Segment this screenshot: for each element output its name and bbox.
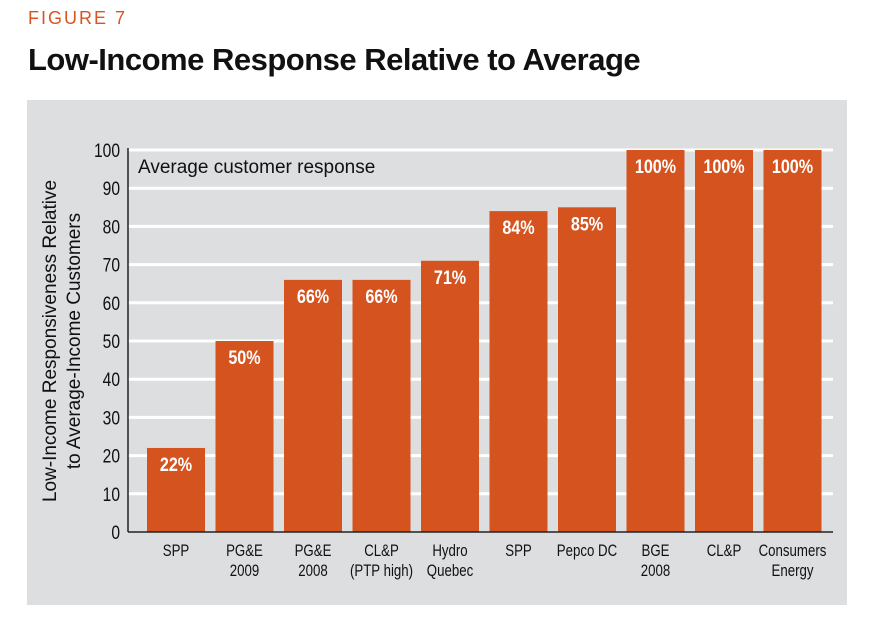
chart-title: Low-Income Response Relative to Average	[28, 42, 641, 77]
x-tick-label: (PTP high)	[350, 562, 413, 581]
y-tick-label: 0	[111, 522, 120, 544]
y-tick-label: 20	[103, 445, 120, 467]
data-label: 100%	[772, 156, 814, 178]
x-tick-label: PG&E	[226, 542, 263, 561]
data-label: 100%	[703, 156, 745, 178]
x-tick-label: 2009	[230, 562, 259, 581]
data-label: 85%	[571, 213, 604, 235]
bar	[421, 260, 479, 532]
bar	[763, 150, 822, 532]
x-tick-label: SPP	[505, 542, 532, 561]
y-axis-label: Low-Income Responsiveness Relative	[40, 180, 61, 502]
data-label: 100%	[635, 156, 677, 178]
figure-label: FIGURE 7	[28, 8, 128, 28]
data-label: 22%	[160, 454, 193, 476]
x-tick-label: 2008	[641, 562, 670, 581]
bar	[352, 279, 411, 532]
x-tick-label: Quebec	[427, 562, 474, 581]
data-label: 66%	[297, 286, 330, 308]
y-tick-label: 10	[103, 483, 120, 505]
data-label: 66%	[365, 286, 398, 308]
x-tick-label: 2008	[298, 562, 327, 581]
x-tick-label: SPP	[163, 542, 190, 561]
x-tick-label: CL&P	[707, 542, 742, 561]
bar	[626, 150, 685, 532]
data-label: 50%	[228, 347, 261, 369]
bar	[284, 279, 342, 532]
y-tick-label: 40	[103, 369, 120, 391]
y-axis-label: to Average-Income Customers	[64, 213, 85, 469]
y-tick-label: 30	[103, 407, 120, 429]
bar	[695, 150, 753, 532]
y-tick-label: 50	[103, 331, 120, 353]
data-label: 71%	[434, 267, 467, 289]
y-tick-label: 60	[103, 292, 120, 314]
x-tick-label: Pepco DC	[557, 542, 617, 561]
data-label: 84%	[502, 217, 535, 239]
x-tick-label: PG&E	[295, 542, 332, 561]
y-tick-label: 90	[103, 178, 120, 200]
annotation-label: Average customer response	[138, 157, 375, 178]
x-tick-label: Consumers	[759, 542, 827, 561]
y-tick-label: 80	[103, 216, 120, 238]
bar	[147, 447, 205, 532]
x-tick-label: CL&P	[364, 542, 399, 561]
x-tick-label: BGE	[642, 542, 670, 561]
bar	[558, 207, 616, 533]
bar	[489, 211, 548, 532]
y-tick-label: 100	[94, 140, 120, 162]
x-tick-label: Energy	[772, 562, 814, 581]
y-tick-label: 70	[103, 254, 120, 276]
x-tick-label: Hydro	[432, 542, 467, 561]
bar	[215, 341, 274, 532]
